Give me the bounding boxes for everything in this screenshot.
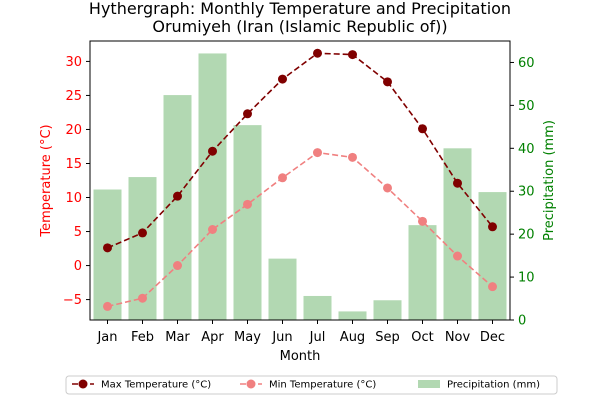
legend: Max Temperature (°C) Min Temperature (°C)…	[65, 375, 558, 395]
x-tick-label: Aug	[340, 330, 365, 345]
max-temp-point-mar	[173, 191, 182, 201]
max-temp-point-jul	[313, 48, 322, 58]
min-temp-point-apr	[208, 224, 217, 234]
x-axis-label: Month	[280, 349, 321, 364]
min-temp-point-sep	[383, 183, 392, 193]
precip-bar-jun	[268, 258, 297, 320]
plot-frame	[89, 40, 511, 321]
precip-bar-apr	[198, 53, 227, 320]
y-left-tick-label: 20	[65, 123, 82, 138]
min-temp-point-feb	[138, 293, 147, 303]
y-right-tick-label: 60	[518, 56, 535, 71]
y-right-tick-label: 20	[518, 228, 535, 243]
max-temp-point-oct	[418, 124, 427, 134]
y-right-tick-label: 0	[518, 314, 526, 329]
min-temp-point-nov	[453, 251, 462, 261]
precip-bar-dec	[478, 192, 507, 320]
y-right-tick-label: 10	[518, 271, 535, 286]
y-axis-right-label: Precipitation (mm)	[542, 120, 557, 241]
legend-precip-swatch	[418, 380, 440, 388]
y-left-tick-label: 10	[65, 191, 82, 206]
max-temp-point-sep	[383, 77, 392, 87]
y-left-tick-label: 25	[65, 89, 82, 104]
min-temp-point-oct	[418, 216, 427, 226]
x-tick-label: Jul	[309, 330, 326, 345]
min-temp-point-aug	[348, 152, 357, 162]
precip-bar-jan	[93, 189, 122, 320]
chart-subtitle: Orumiyeh (Iran (Islamic Republic of))	[152, 17, 447, 36]
precip-bar-oct	[408, 225, 437, 320]
y-right-tick-label: 40	[518, 142, 535, 157]
min-temp-point-jan	[103, 301, 112, 311]
min-temp-point-jul	[313, 148, 322, 158]
y-axis-left-label: Temperature (°C)	[39, 124, 54, 237]
max-temp-point-aug	[348, 50, 357, 60]
min-temp-point-dec	[488, 282, 497, 292]
legend-max-temp-marker	[78, 379, 88, 389]
temperature-lines	[103, 48, 497, 311]
legend-min-temp-marker	[246, 379, 256, 389]
y-right-tick-label: 50	[518, 99, 535, 114]
precip-bar-nov	[443, 148, 472, 320]
x-tick-label: Dec	[480, 330, 505, 345]
y-left-tick-label: −5	[63, 293, 82, 308]
precip-bar-jul	[303, 295, 332, 320]
x-tick-label: Jan	[96, 330, 117, 345]
min-temp-point-mar	[173, 261, 182, 271]
x-tick-label: Apr	[201, 330, 224, 345]
legend-min-temp-label: Min Temperature (°C)	[269, 380, 376, 391]
x-tick-label: Jun	[271, 330, 292, 345]
max-temp-point-jun	[278, 74, 287, 84]
max-temp-point-apr	[208, 146, 217, 156]
legend-max-temp-label: Max Temperature (°C)	[101, 380, 211, 391]
min-temp-point-jun	[278, 173, 287, 183]
max-temp-point-feb	[138, 228, 147, 238]
chart-title: Hythergraph: Monthly Temperature and Pre…	[89, 0, 511, 18]
min-temp-line	[107, 151, 494, 308]
x-tick-label: Sep	[375, 330, 400, 345]
y-left-tick-label: 0	[74, 259, 82, 274]
y-left-tick-label: 5	[74, 225, 82, 240]
max-temp-point-nov	[453, 178, 462, 188]
precip-bar-aug	[338, 311, 367, 320]
x-tick-label: Feb	[131, 330, 154, 345]
precip-bar-mar	[163, 95, 192, 321]
x-tick-label: Nov	[445, 330, 471, 345]
x-tick-label: Oct	[411, 330, 433, 345]
y-right-tick-label: 30	[518, 185, 535, 200]
min-temp-point-may	[243, 199, 252, 209]
axes: Jan Feb Mar Apr May Jun Jul Aug Sep Oct Nov Dec −5 0 5…	[63, 55, 535, 345]
x-tick-label: Mar	[165, 330, 190, 345]
max-temp-point-dec	[488, 222, 497, 232]
y-left-tick-label: 30	[65, 55, 82, 70]
max-temp-point-jan	[103, 243, 112, 253]
max-temp-point-may	[243, 109, 252, 119]
precipitation-bars	[93, 53, 507, 321]
y-left-tick-label: 15	[65, 157, 82, 172]
legend-precip-label: Precipitation (mm)	[447, 380, 540, 391]
precip-bar-sep	[373, 300, 402, 320]
precip-bar-may	[233, 125, 262, 320]
x-tick-label: May	[234, 330, 261, 345]
